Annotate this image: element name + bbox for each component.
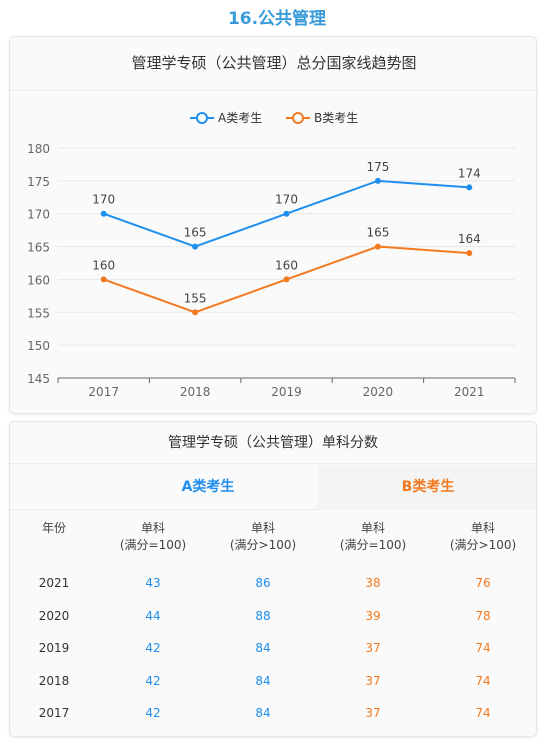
table-cell-score: 39 [365,608,381,623]
col-header-line1: 单科 [250,521,275,535]
y-tick-label: 160 [27,273,50,287]
table-cell-score: 42 [145,673,161,688]
table-cell-score: 42 [145,706,161,720]
group-a-header: A类考生 [181,479,235,495]
table-cell-score: 86 [255,576,271,590]
table-cell-score: 37 [365,706,381,720]
x-tick-label: 2021 [454,385,485,399]
data-point [374,177,381,184]
table-cell-score: 37 [365,641,381,655]
data-label: 155 [184,291,207,305]
line-chart: 管理学专硕（公共管理）总分国家线趋势图 145 150 155 160 165 170 175… [10,54,538,399]
table-cell-score: 74 [475,673,491,688]
y-tick-label: 165 [27,241,50,255]
legend-label: B类考生 [314,111,358,125]
table-cell-year: 2017 [38,706,70,720]
section-heading: 16.公共管理 [227,9,327,29]
col-header-line2: (满分=100) [339,538,407,552]
table-cell-score: 76 [475,576,491,590]
data-label: 170 [92,193,115,207]
x-tick-label: 2020 [363,385,394,399]
table-cell-score: 88 [255,608,271,623]
col-header-subject: 单科 (满分=100) [318,520,428,554]
table-cell-score: 37 [365,673,381,688]
data-label: 170 [275,193,298,207]
col-header-subject: 单科 (满分>100) [208,520,318,554]
data-point [283,210,290,217]
x-tick-label: 2019 [271,385,302,399]
y-tick-label: 150 [27,339,50,353]
col-header-line1: 单科 [470,521,495,535]
table-cell-score: 78 [475,608,491,623]
data-label: 174 [458,166,481,180]
data-label: 175 [366,160,389,174]
col-header-line1: 单科 [360,521,385,535]
table-title: 管理学专硕（公共管理）单科分数 [10,422,536,464]
col-header-line2: (满分>100) [229,538,297,552]
legend-label: A类考生 [218,111,262,125]
data-point [192,309,199,316]
y-tick-label: 155 [27,306,50,320]
data-point [374,243,381,250]
col-header-line1: 单科 [140,521,165,535]
table-cell-year: 2018 [38,673,70,688]
table-cell-score: 84 [255,673,271,688]
data-label: 164 [458,232,481,246]
legend-marker [196,112,208,124]
col-header-line1: 年份 [41,521,66,535]
group-b-header: B类考生 [318,465,536,510]
data-point [100,210,107,217]
col-header-subject: 单科 (满分>100) [428,520,536,554]
data-label: 165 [366,226,389,240]
x-tick-label: 2017 [88,385,119,399]
table-cell-score: 74 [475,706,491,720]
x-tick-label: 2018 [180,385,211,399]
data-point [466,184,473,191]
data-point [192,243,199,250]
data-point [283,276,290,283]
legend-marker [292,112,304,124]
y-tick-label: 180 [27,142,50,156]
data-point [100,276,107,283]
data-point [466,250,473,257]
table-cell-score: 74 [475,641,491,655]
score-table-card: 管理学专硕（公共管理）单科分数 A类考生 B类考生 年份 单科 (满分=100) 单科… [9,421,537,737]
table-cell-year: 2019 [38,641,70,655]
data-label: 160 [92,258,115,272]
table-cell-score: 44 [145,608,161,623]
col-header-line2: (满分>100) [449,538,517,552]
data-label: 160 [275,258,298,272]
y-tick-label: 145 [27,372,50,386]
chart-card: 管理学专硕（公共管理）总分国家线趋势图 145 150 155 160 165 170 175… [9,36,538,414]
table-cell-year: 2021 [38,576,70,590]
col-header-subject: 单科 (满分=100) [98,520,208,554]
chart-title: 管理学专硕（公共管理）总分国家线趋势图 [131,54,416,72]
table-cell-year: 2020 [38,608,70,623]
table-cell-score: 38 [365,576,381,590]
table-cell-score: 42 [145,641,161,655]
y-tick-label: 170 [27,208,50,222]
y-tick-label: 175 [27,175,50,189]
group-header-row: A类考生 B类考生 [10,465,536,510]
table-cell-score: 84 [255,641,271,655]
table-cell-score: 84 [255,706,271,720]
data-label: 165 [184,226,207,240]
table-cell-score: 43 [145,576,161,590]
col-header-line2: (满分=100) [119,538,187,552]
col-header-year: 年份 [10,520,98,537]
